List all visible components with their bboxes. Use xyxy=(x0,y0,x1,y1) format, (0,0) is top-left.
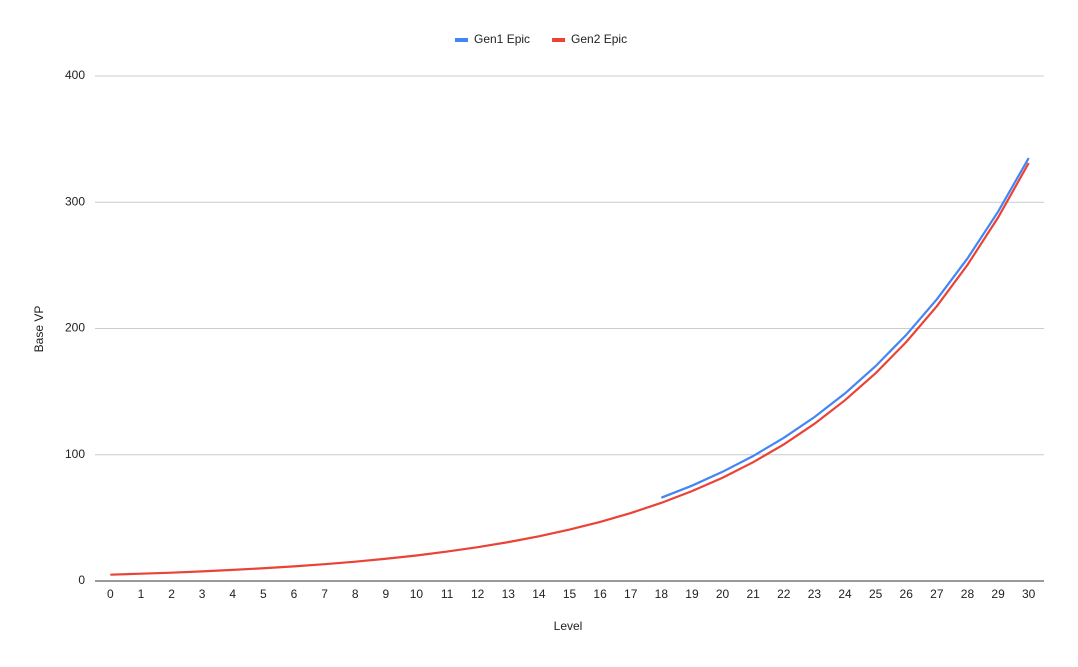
x-tick-label: 25 xyxy=(869,587,883,601)
y-tick-label: 100 xyxy=(65,447,85,461)
y-tick-label: 200 xyxy=(65,321,85,335)
x-tick-label: 18 xyxy=(655,587,669,601)
x-tick-label: 26 xyxy=(900,587,914,601)
x-tick-label: 2 xyxy=(168,587,175,601)
y-tick-label: 0 xyxy=(78,573,85,587)
x-tick-label: 7 xyxy=(321,587,328,601)
x-tick-label: 13 xyxy=(502,587,516,601)
x-tick-label: 24 xyxy=(838,587,852,601)
x-tick-label: 29 xyxy=(991,587,1005,601)
x-tick-label: 17 xyxy=(624,587,638,601)
x-tick-label: 3 xyxy=(199,587,206,601)
x-tick-label: 4 xyxy=(229,587,236,601)
x-tick-label: 6 xyxy=(291,587,298,601)
x-tick-label: 22 xyxy=(777,587,791,601)
legend-label: Gen2 Epic xyxy=(571,32,627,46)
x-tick-label: 28 xyxy=(961,587,975,601)
x-tick-label: 12 xyxy=(471,587,485,601)
x-tick-label: 19 xyxy=(685,587,699,601)
x-tick-label: 20 xyxy=(716,587,730,601)
x-tick-label: 0 xyxy=(107,587,114,601)
series-line xyxy=(110,162,1030,576)
x-tick-label: 15 xyxy=(563,587,577,601)
x-tick-label: 30 xyxy=(1022,587,1036,601)
x-axis-title: Level xyxy=(554,619,583,633)
legend-label: Gen1 Epic xyxy=(474,32,530,46)
x-tick-label: 27 xyxy=(930,587,944,601)
x-tick-label: 5 xyxy=(260,587,267,601)
x-tick-label: 8 xyxy=(352,587,359,601)
y-tick-label: 400 xyxy=(65,68,85,82)
series-line xyxy=(660,157,1030,499)
x-tick-label: 9 xyxy=(382,587,389,601)
x-tick-label: 10 xyxy=(410,587,424,601)
x-tick-label: 21 xyxy=(746,587,760,601)
x-tick-label: 23 xyxy=(808,587,822,601)
x-tick-label: 11 xyxy=(441,587,454,601)
x-tick-label: 16 xyxy=(593,587,607,601)
x-tick-label: 1 xyxy=(138,587,145,601)
y-tick-label: 300 xyxy=(65,194,85,208)
x-tick-label: 14 xyxy=(532,587,546,601)
y-axis-title: Base VP xyxy=(32,306,46,353)
